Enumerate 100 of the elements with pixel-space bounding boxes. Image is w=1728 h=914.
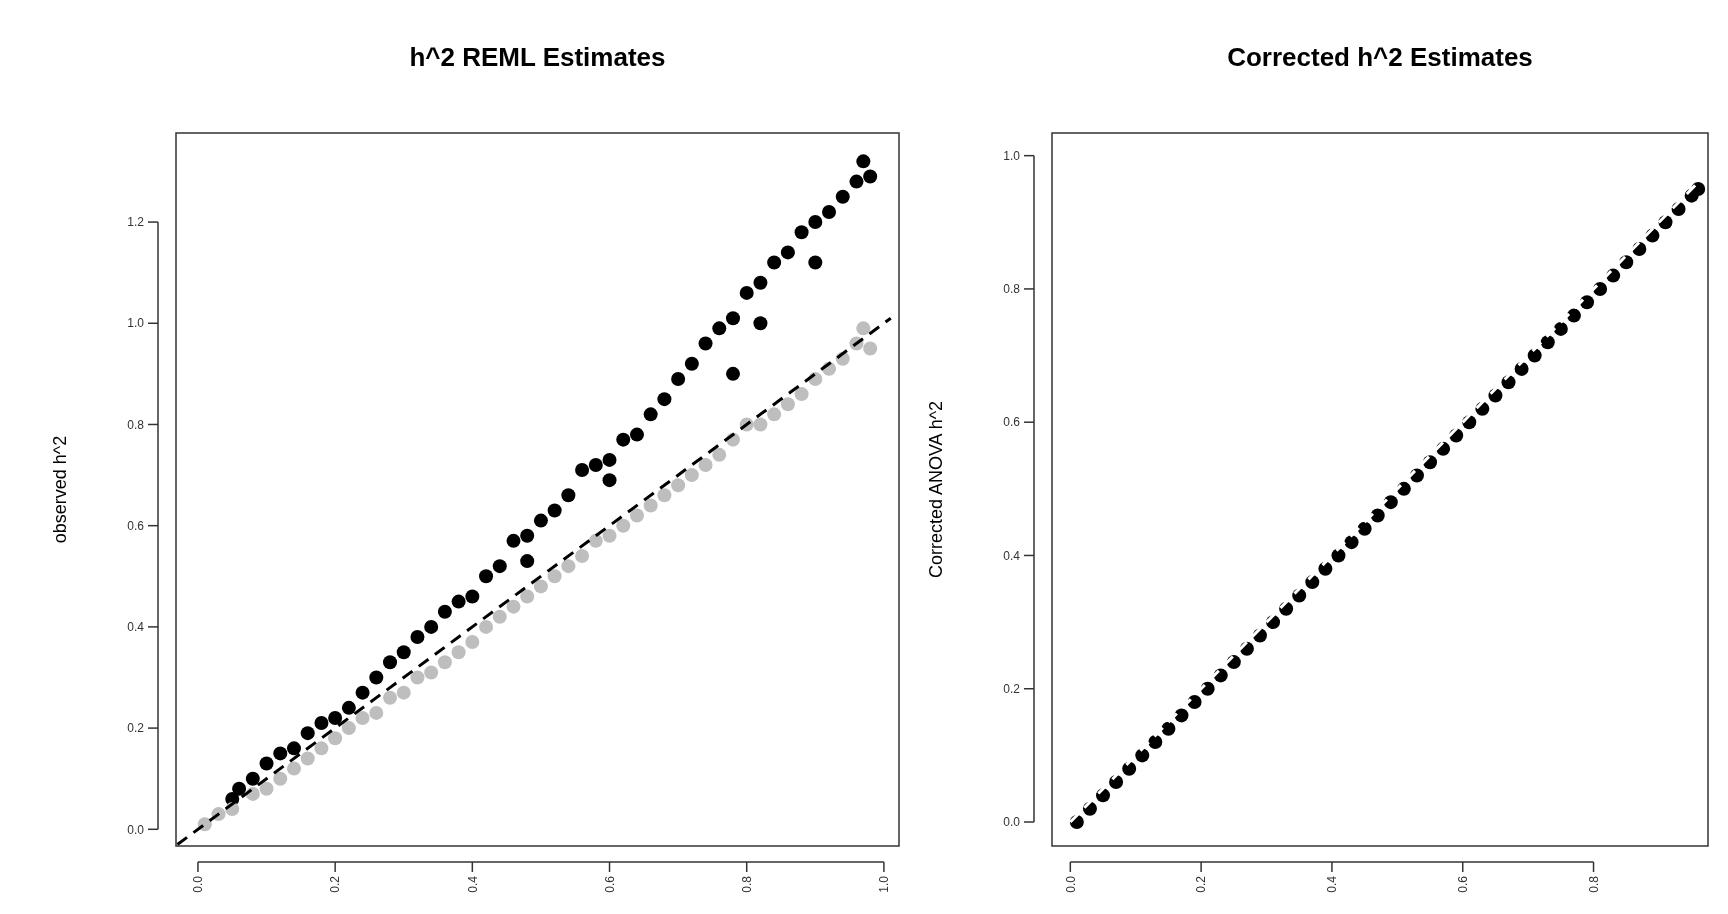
- point: [698, 457, 713, 472]
- point: [1331, 548, 1346, 563]
- point: [232, 781, 247, 796]
- point: [286, 761, 301, 776]
- x-tick-label: 0.8: [739, 875, 754, 893]
- point: [506, 599, 521, 614]
- point: [1514, 361, 1529, 376]
- point: [863, 169, 878, 184]
- x-tick-label: 1.0: [877, 875, 892, 893]
- point: [856, 321, 871, 336]
- point: [671, 371, 686, 386]
- y-tick-label: 0.4: [127, 620, 145, 635]
- point: [643, 498, 658, 513]
- point: [849, 174, 864, 189]
- point: [739, 285, 754, 300]
- point: [794, 387, 809, 402]
- y-tick-label: 0.2: [1003, 681, 1021, 696]
- point: [780, 397, 795, 412]
- x-tick-label: 0.0: [1063, 875, 1078, 893]
- point: [602, 528, 617, 543]
- point: [856, 154, 871, 169]
- point: [767, 255, 782, 270]
- point: [479, 569, 494, 584]
- point: [822, 204, 837, 219]
- point: [1370, 508, 1385, 523]
- point: [602, 473, 617, 488]
- point: [753, 316, 768, 331]
- y-tick-label: 0.8: [1003, 282, 1021, 297]
- point: [410, 670, 425, 685]
- point: [794, 225, 809, 240]
- point: [863, 341, 878, 356]
- point: [712, 321, 727, 336]
- point: [259, 781, 274, 796]
- point: [684, 356, 699, 371]
- y-tick-label: 0.6: [127, 518, 145, 533]
- point: [396, 645, 411, 660]
- point: [657, 392, 672, 407]
- point: [520, 554, 535, 569]
- point: [575, 463, 590, 478]
- point: [657, 488, 672, 503]
- point: [328, 731, 343, 746]
- point: [561, 488, 576, 503]
- y-tick-label: 0.2: [127, 721, 145, 736]
- point: [1383, 495, 1398, 510]
- x-tick-label: 0.4: [1325, 875, 1340, 893]
- point: [561, 559, 576, 574]
- point: [588, 533, 603, 548]
- y-tick-label: 0.8: [127, 417, 145, 432]
- point: [341, 721, 356, 736]
- y-tick-label: 0.0: [127, 822, 145, 837]
- point: [314, 716, 329, 731]
- x-tick-label: 0.8: [1586, 875, 1601, 893]
- point: [1122, 761, 1137, 776]
- chart-title: h^2 REML Estimates: [409, 42, 666, 72]
- point: [451, 645, 466, 660]
- point: [245, 771, 260, 786]
- point: [643, 407, 658, 422]
- point: [355, 685, 370, 700]
- point: [355, 710, 370, 725]
- point: [314, 741, 329, 756]
- point: [273, 746, 288, 761]
- point: [712, 447, 727, 462]
- point: [1527, 348, 1542, 363]
- point: [1357, 521, 1372, 536]
- point: [520, 589, 535, 604]
- point: [616, 518, 631, 533]
- point: [286, 741, 301, 756]
- point: [328, 710, 343, 725]
- y-tick-label: 0.6: [1003, 415, 1021, 430]
- x-tick-label: 0.0: [191, 875, 206, 893]
- point: [259, 756, 274, 771]
- point: [437, 655, 452, 670]
- point: [383, 655, 398, 670]
- point: [835, 189, 850, 204]
- point: [506, 533, 521, 548]
- point: [1580, 295, 1594, 310]
- point: [780, 245, 795, 260]
- point: [753, 417, 768, 432]
- y-tick-label: 0.4: [1003, 548, 1021, 563]
- point: [341, 700, 356, 715]
- y-axis-title: Corrected ANOVA h^2: [926, 400, 946, 579]
- point: [383, 690, 398, 705]
- y-tick-label: 1.0: [127, 316, 145, 331]
- y-axis-title: observed h^2: [50, 435, 70, 544]
- point: [451, 594, 466, 609]
- x-tick-label: 0.6: [602, 875, 617, 893]
- point: [1161, 721, 1176, 736]
- point: [616, 432, 631, 447]
- point: [726, 311, 740, 326]
- point: [1540, 335, 1555, 350]
- point: [369, 670, 384, 685]
- point: [588, 457, 603, 472]
- point: [1148, 735, 1163, 750]
- point: [808, 215, 823, 230]
- chart-title: Corrected h^2 Estimates: [1227, 42, 1533, 72]
- point: [753, 275, 768, 290]
- point: [1553, 321, 1568, 336]
- point: [465, 635, 480, 650]
- point: [465, 589, 480, 604]
- point: [410, 630, 425, 645]
